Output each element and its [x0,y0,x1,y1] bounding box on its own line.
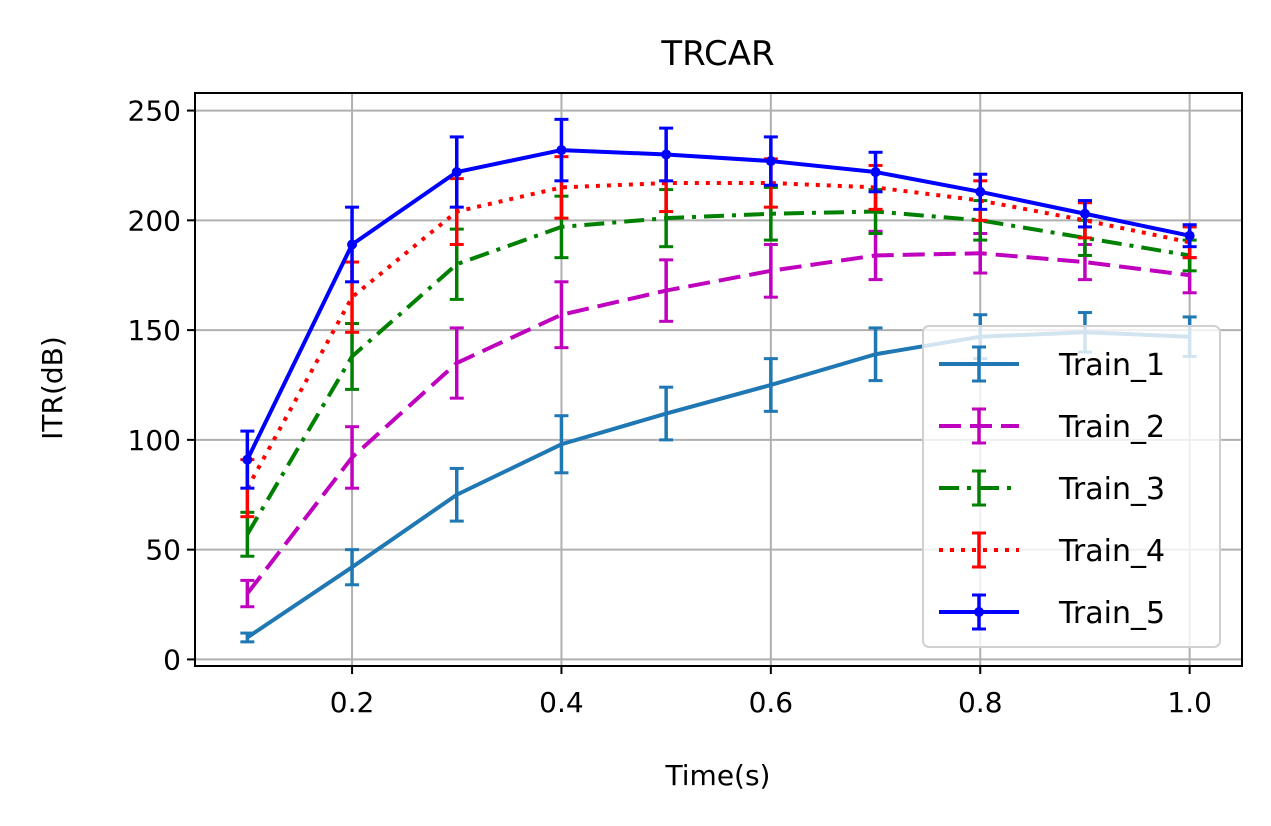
x-axis-ticks: 0.2 0.4 0.6 0.8 1.0 [330,666,1212,719]
legend[interactable]: Train_1 Train_2 Train_3 Train_4 Train_5 [922,325,1221,648]
data-point [242,454,253,465]
data-point [661,149,672,160]
x-tick-label: 0.4 [539,686,584,719]
data-point [347,239,358,250]
y-axis-ticks: 0 50 100 150 200 250 [128,95,195,676]
x-tick-label: 0.6 [749,686,794,719]
x-tick-label: 0.8 [958,686,1003,719]
x-tick-label: 0.2 [330,686,375,719]
series-train-5 [240,117,1197,490]
legend-swatch-marker [974,607,984,617]
legend-label: Train_2 [1058,410,1165,445]
chart-title: TRCAR [660,34,774,74]
series-layer [240,117,1197,644]
x-tick-label: 1.0 [1167,686,1212,719]
y-tick-label: 50 [145,534,181,567]
legend-label: Train_3 [1058,472,1165,507]
legend-item: Train_5 [939,593,1165,631]
data-point [765,156,776,167]
series-line [245,209,1190,536]
series-line [245,181,1191,490]
legend-item: Train_3 [939,469,1165,507]
data-point [556,145,567,156]
data-point [870,167,881,178]
y-tick-label: 0 [163,643,181,676]
data-point [451,167,462,178]
legend-label: Train_1 [1058,348,1165,383]
legend-item: Train_4 [939,531,1165,569]
legend-box [922,325,1221,648]
y-tick-label: 100 [128,424,181,457]
x-axis-label: Time(s) [665,759,771,792]
legend-label: Train_4 [1058,534,1165,569]
y-axis-label: ITR(dB) [36,336,69,440]
y-tick-label: 150 [128,314,181,347]
plot-frame [194,92,1243,667]
legend-label: Train_5 [1058,596,1165,631]
data-point [1079,208,1090,219]
y-tick-label: 200 [128,204,181,237]
data-point [1184,230,1195,241]
y-tick-label: 250 [128,95,181,128]
series-line [245,251,1190,595]
legend-item: Train_1 [939,345,1165,383]
series-line [245,148,1191,461]
legend-item: Train_2 [939,407,1165,445]
data-point [975,186,986,197]
